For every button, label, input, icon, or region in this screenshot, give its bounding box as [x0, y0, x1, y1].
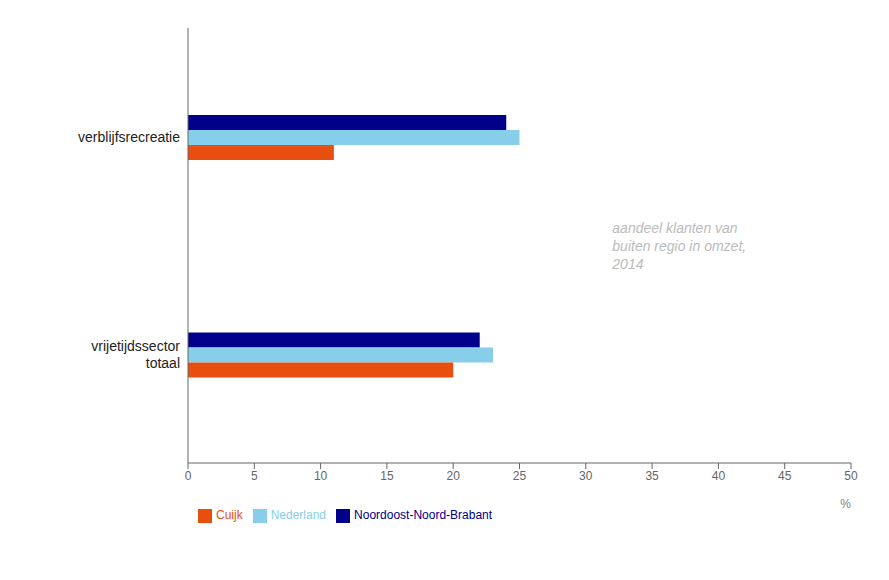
svg-text:40: 40: [712, 469, 726, 483]
svg-text:vrijetijdssectortotaal: vrijetijdssectortotaal: [91, 338, 180, 371]
svg-text:25: 25: [513, 469, 527, 483]
svg-text:35: 35: [645, 469, 659, 483]
svg-text:15: 15: [380, 469, 394, 483]
svg-text:45: 45: [778, 469, 792, 483]
svg-text:%: %: [840, 497, 851, 511]
svg-text:20: 20: [447, 469, 461, 483]
svg-text:30: 30: [579, 469, 593, 483]
svg-text:50: 50: [844, 469, 858, 483]
svg-text:5: 5: [251, 469, 258, 483]
svg-text:10: 10: [314, 469, 328, 483]
html-text:Cuijk: Cuijk: [216, 508, 243, 522]
html-text:Noordoost-Noord-Brabant: Noordoost-Noord-Brabant: [354, 508, 493, 522]
html-text:Nederland: Nederland: [270, 508, 326, 522]
svg-text:verblijfsrecreatie: verblijfsrecreatie: [78, 129, 180, 145]
svg-text:0: 0: [185, 469, 192, 483]
html-text:aandeel klanten van buiten reg: aandeel klanten van buiten regio in omze…: [612, 219, 747, 272]
